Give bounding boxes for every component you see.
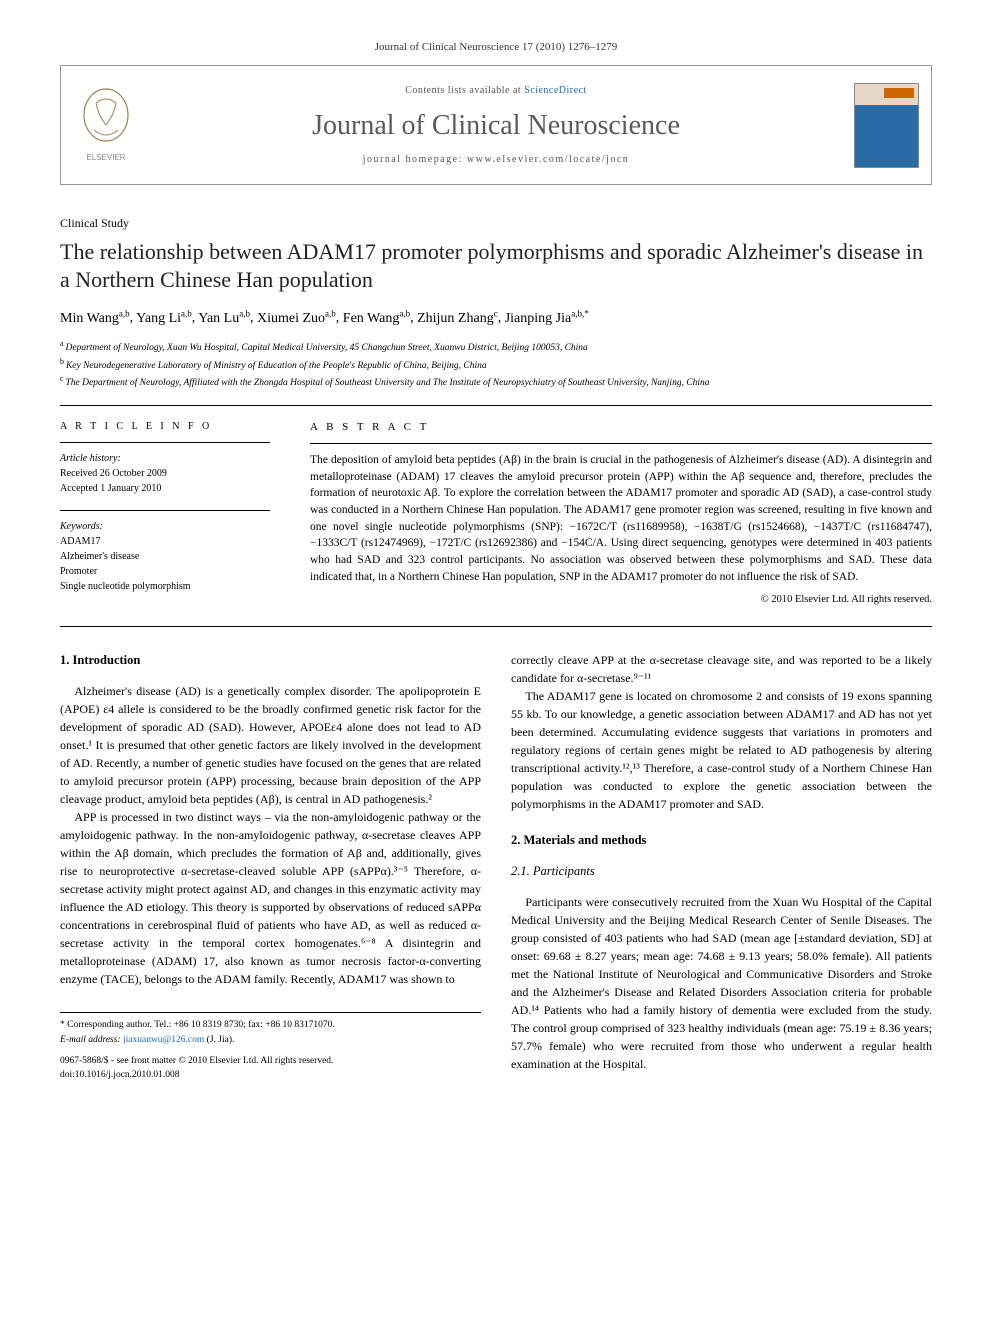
doi-line: doi:10.1016/j.jocn.2010.01.008 <box>60 1069 481 1082</box>
author-name: Fen Wang <box>343 311 400 326</box>
abstract-heading: A B S T R A C T <box>310 420 932 435</box>
corresponding-footer: * Corresponding author. Tel.: +86 10 831… <box>60 1012 481 1082</box>
affiliation-text: Key Neurodegenerative Laboratory of Mini… <box>66 361 487 371</box>
author: Xiumei Zuoa,b <box>257 311 336 326</box>
email-label: E-mail address: <box>60 1035 123 1045</box>
author-aff: a,b <box>181 308 192 318</box>
contents-available-line: Contents lists available at ScienceDirec… <box>159 84 833 98</box>
author: Zhijun Zhangc <box>417 311 498 326</box>
affiliations: aDepartment of Neurology, Xuan Wu Hospit… <box>60 338 932 390</box>
header-center: Contents lists available at ScienceDirec… <box>151 66 841 184</box>
keyword: Promoter <box>60 564 270 579</box>
keyword: Single nucleotide polymorphism <box>60 579 270 594</box>
publisher-logo-cell: ELSEVIER <box>61 66 151 184</box>
keyword: ADAM17 <box>60 534 270 549</box>
copyright-line: © 2010 Elsevier Ltd. All rights reserved… <box>310 593 932 608</box>
keywords-block: Keywords: ADAM17 Alzheimer's disease Pro… <box>60 519 270 594</box>
homepage-prefix: journal homepage: <box>363 154 467 165</box>
paragraph: Alzheimer's disease (AD) is a geneticall… <box>60 682 481 808</box>
affiliation: aDepartment of Neurology, Xuan Wu Hospit… <box>60 338 932 355</box>
publisher-name: ELSEVIER <box>86 153 125 162</box>
author: Fen Wanga,b <box>343 311 410 326</box>
author-name: Jianping Jia <box>505 311 572 326</box>
keyword: Alzheimer's disease <box>60 549 270 564</box>
body-text: 1. Introduction Alzheimer's disease (AD)… <box>60 651 932 1082</box>
section-heading-methods: 2. Materials and methods <box>511 831 932 850</box>
cover-cell <box>841 66 931 184</box>
section-heading-intro: 1. Introduction <box>60 651 481 670</box>
keywords-label: Keywords: <box>60 519 270 534</box>
divider <box>310 443 932 444</box>
affiliation: bKey Neurodegenerative Laboratory of Min… <box>60 356 932 373</box>
corresponding-email-line: E-mail address: jiaxuanwu@126.com (J. Ji… <box>60 1034 481 1047</box>
journal-cover-thumb-icon <box>854 83 919 168</box>
author-aff: a,b <box>119 308 130 318</box>
author-name: Yang Li <box>136 311 181 326</box>
author-name: Min Wang <box>60 311 119 326</box>
article-title: The relationship between ADAM17 promoter… <box>60 238 932 293</box>
author: Yang Lia,b <box>136 311 192 326</box>
author-aff: a,b <box>325 308 336 318</box>
elsevier-logo-icon: ELSEVIER <box>76 85 136 165</box>
article-type: Clinical Study <box>60 215 932 232</box>
sciencedirect-link[interactable]: ScienceDirect <box>524 85 587 96</box>
accepted-date: Accepted 1 January 2010 <box>60 481 270 496</box>
author: Jianping Jiaa,b,* <box>505 311 589 326</box>
author-aff: c <box>494 308 498 318</box>
paragraph: The ADAM17 gene is located on chromosome… <box>511 687 932 813</box>
paragraph: correctly cleave APP at the α-secretase … <box>511 651 932 687</box>
page: Journal of Clinical Neuroscience 17 (201… <box>0 0 992 1122</box>
paragraph: Participants were consecutively recruite… <box>511 893 932 1073</box>
author: Yan Lua,b <box>198 311 250 326</box>
article-meta-row: A R T I C L E I N F O Article history: R… <box>60 406 932 626</box>
corresponding-email-link[interactable]: jiaxuanwu@126.com <box>123 1035 204 1045</box>
author-name: Xiumei Zuo <box>257 311 325 326</box>
divider <box>60 442 270 443</box>
article-info: A R T I C L E I N F O Article history: R… <box>60 420 270 608</box>
homepage-url: www.elsevier.com/locate/jocn <box>467 154 629 165</box>
author-aff: a,b <box>399 308 410 318</box>
journal-header-box: ELSEVIER Contents lists available at Sci… <box>60 65 932 185</box>
email-suffix: (J. Jia). <box>204 1035 234 1045</box>
author: Min Wanga,b <box>60 311 130 326</box>
paragraph: APP is processed in two distinct ways – … <box>60 808 481 988</box>
citation-line: Journal of Clinical Neuroscience 17 (201… <box>60 40 932 55</box>
author-name: Yan Lu <box>198 311 239 326</box>
issn-doi-block: 0967-5868/$ - see front matter © 2010 El… <box>60 1055 481 1082</box>
issn-line: 0967-5868/$ - see front matter © 2010 El… <box>60 1055 481 1068</box>
journal-name: Journal of Clinical Neuroscience <box>159 106 833 145</box>
received-date: Received 26 October 2009 <box>60 466 270 481</box>
abstract-text: The deposition of amyloid beta peptides … <box>310 452 932 585</box>
corresponding-author: * Corresponding author. Tel.: +86 10 831… <box>60 1019 481 1032</box>
article-history: Article history: Received 26 October 200… <box>60 451 270 496</box>
author-aff: a,b <box>239 308 250 318</box>
affiliation: cThe Department of Neurology, Affiliated… <box>60 373 932 390</box>
homepage-line: journal homepage: www.elsevier.com/locat… <box>159 153 833 167</box>
divider <box>60 626 932 627</box>
affiliation-text: Department of Neurology, Xuan Wu Hospita… <box>66 344 588 354</box>
authors-line: Min Wanga,b, Yang Lia,b, Yan Lua,b, Xium… <box>60 307 932 328</box>
author-aff: a,b,* <box>571 308 589 318</box>
subsection-heading-participants: 2.1. Participants <box>511 862 932 881</box>
author-name: Zhijun Zhang <box>417 311 494 326</box>
article-info-heading: A R T I C L E I N F O <box>60 420 270 434</box>
abstract-block: A B S T R A C T The deposition of amyloi… <box>310 420 932 608</box>
contents-prefix: Contents lists available at <box>405 85 524 96</box>
history-label: Article history: <box>60 451 270 466</box>
affiliation-text: The Department of Neurology, Affiliated … <box>66 378 710 388</box>
divider <box>60 510 270 511</box>
